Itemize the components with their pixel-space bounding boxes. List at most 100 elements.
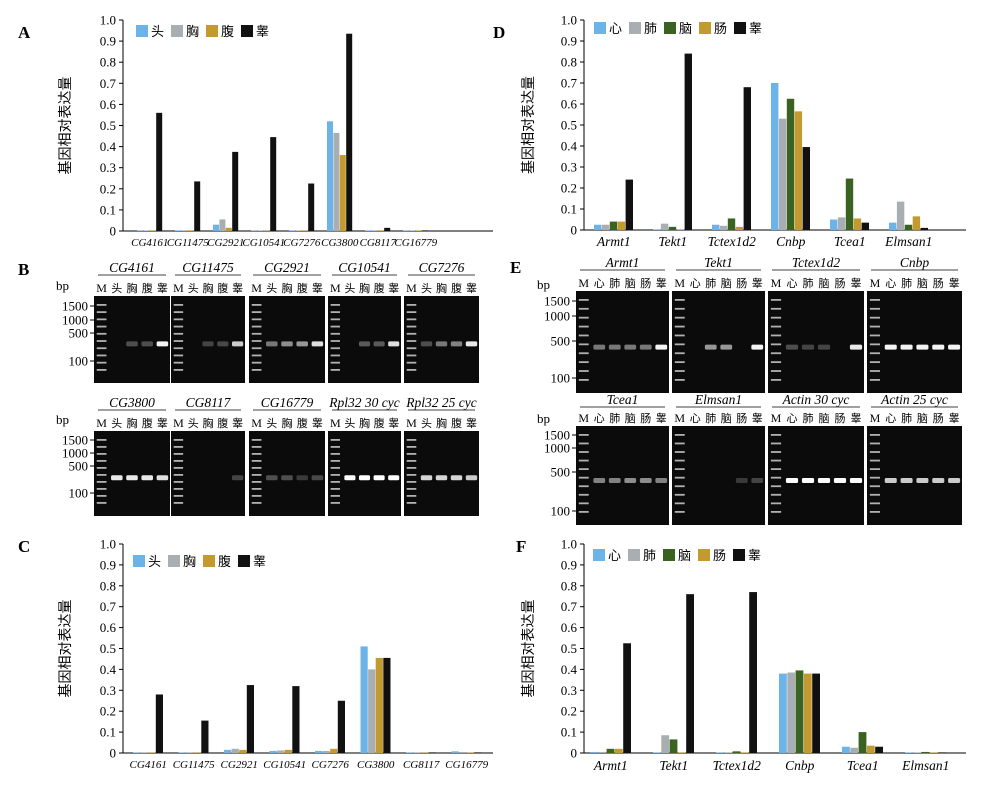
bar-f-tctex1d2-4 [749, 592, 757, 753]
y-tick-label: 0.3 [561, 160, 577, 175]
lane-label: 睾 [466, 281, 477, 295]
lane-label: 肺 [609, 277, 620, 290]
legend-swatch [734, 22, 746, 34]
sample-band [311, 341, 324, 347]
gel-background [249, 296, 325, 383]
ladder-band [330, 502, 340, 504]
y-tick-label: 0.3 [100, 683, 116, 698]
gel-title: Armt1 [605, 255, 640, 270]
ladder-band [406, 467, 417, 469]
ladder-band [173, 361, 184, 364]
bar-f-elmsan1-3 [929, 752, 938, 753]
ladder-band [770, 379, 782, 381]
gel-title: Cnbp [900, 255, 930, 270]
ladder-band [330, 325, 340, 328]
gel-image: Cnbp M 心肺脑肠睾 [867, 255, 962, 393]
ladder-band [406, 502, 417, 504]
sample-band [624, 477, 637, 483]
ladder-band [770, 451, 782, 453]
x-category-label: CG16779 [445, 759, 488, 771]
ladder-band [330, 446, 340, 448]
lane-label: 头 [344, 417, 355, 430]
y-tick-label: 0.9 [561, 34, 577, 49]
ladder-band [578, 476, 589, 479]
bar-a-cg7276-1 [295, 230, 302, 231]
gel-title: CG2921 [264, 260, 310, 275]
y-tick-label: 0.5 [100, 118, 116, 133]
ladder-band [578, 451, 589, 453]
y-axis-label: 基因相对表达量 [520, 76, 537, 174]
y-tick-label: 0.7 [561, 599, 578, 614]
bar-c-cg16779-2 [466, 752, 474, 753]
ladder-band [173, 369, 184, 371]
y-tick-label: 0.2 [100, 704, 116, 719]
sample-band [202, 341, 214, 347]
gel-title: CG16779 [261, 395, 314, 410]
bar-f-elmsan1-0 [905, 752, 913, 753]
legend-entry: 肺 [644, 22, 657, 37]
lane-label: 肺 [803, 412, 814, 425]
lane-label: 肠 [640, 277, 651, 290]
bar-c-cg7276-0 [315, 750, 323, 753]
lane-label: 肠 [933, 277, 944, 290]
lane-label: 睾 [949, 411, 960, 425]
ladder-band [96, 340, 107, 342]
y-tick-label: 0.7 [561, 76, 578, 91]
ladder-band [96, 460, 107, 462]
y-tick-label: 0.8 [100, 578, 116, 593]
lane-label: 心 [594, 412, 605, 425]
bar-a-cg2921-0 [213, 224, 219, 231]
bar-d-tctex1d2-3 [735, 226, 744, 230]
ladder-band [674, 476, 685, 479]
lane-label: 脑 [917, 277, 928, 290]
sample-band [817, 344, 831, 350]
ladder-band [869, 468, 880, 471]
bar-d-armt1-0 [594, 224, 602, 230]
x-category-label: Armt1 [593, 758, 628, 773]
bar-c-cg16779-3 [474, 752, 482, 753]
x-category-label: Tctex1d2 [708, 234, 756, 249]
lane-label: 胸 [359, 416, 370, 430]
sample-band [948, 477, 961, 483]
ladder-band [96, 502, 107, 504]
ladder-band [251, 369, 262, 371]
y-tick-label: 0.5 [100, 641, 116, 656]
ladder-size-label: 1500 [544, 294, 570, 309]
bar-c-cg2921-0 [224, 749, 232, 753]
legend-swatch [664, 22, 676, 34]
lane-label: 腹 [374, 281, 385, 295]
bar-c-cg7276-1 [322, 750, 330, 753]
gel-background [867, 291, 962, 393]
ladder-size-label: 1500 [62, 299, 88, 314]
ladder-band [869, 307, 880, 310]
ladder-band [674, 442, 685, 445]
bar-f-armt1-2 [606, 748, 615, 753]
x-category-label: CG16779 [394, 237, 437, 249]
legend-swatch [593, 549, 605, 561]
gel-title: CG4161 [109, 260, 155, 275]
bar-d-tcea1-4 [861, 222, 869, 230]
sample-band [231, 341, 244, 347]
ladder-band [173, 481, 184, 483]
y-tick-label: 0 [571, 223, 578, 238]
bar-a-cg4161-2 [149, 230, 156, 231]
ladder-size-label: 1500 [544, 428, 570, 443]
ladder-size-label: 500 [551, 334, 571, 349]
sample-band [231, 475, 244, 481]
ladder-band [869, 361, 880, 364]
sample-band [655, 477, 668, 483]
bar-a-cg3800-1 [333, 132, 340, 231]
sample-band [435, 341, 448, 347]
gel-background [672, 291, 765, 393]
ladder-band [330, 361, 340, 364]
bar-c-cg10541-0 [269, 750, 277, 753]
y-tick-label: 0 [110, 224, 117, 239]
ladder-band [330, 304, 340, 306]
sample-band [884, 344, 897, 350]
ladder-size-label: 100 [69, 486, 89, 501]
lane-label: 肠 [933, 412, 944, 425]
bar-c-cg16779-1 [459, 751, 467, 753]
legend-entry: 腹 [218, 554, 231, 570]
lane-label: 肺 [803, 277, 814, 290]
ladder-band [674, 352, 685, 355]
